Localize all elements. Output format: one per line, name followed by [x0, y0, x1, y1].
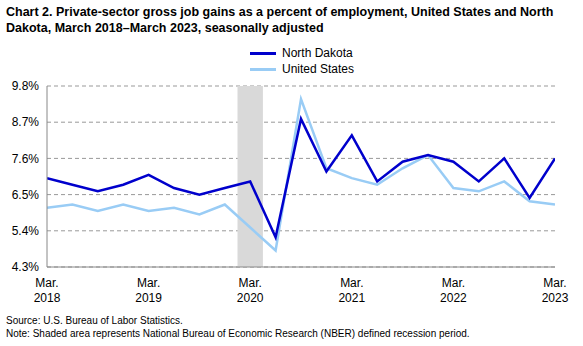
svg-text:6.5%: 6.5% [12, 188, 40, 202]
html-text:North Dakota: North Dakota [282, 46, 353, 60]
svg-text:Mar.2020: Mar.2020 [237, 276, 264, 305]
html-text:Source: U.S. Bureau of Labor S: Source: U.S. Bureau of Labor Statistics. [6, 315, 183, 326]
svg-text:Mar.2023: Mar.2023 [542, 276, 569, 305]
svg-text:Mar.2018: Mar.2018 [34, 276, 61, 305]
svg-text:5.4%: 5.4% [12, 224, 40, 238]
svg-text:7.6%: 7.6% [12, 152, 40, 166]
html-text:United States: United States [282, 62, 354, 76]
svg-text:4.3%: 4.3% [12, 260, 40, 274]
html-text:Chart 2. Private-sector gross: Chart 2. Private-sector gross job gains … [6, 5, 554, 35]
html-text:Note: Shaded area represents N: Note: Shaded area represents National Bu… [6, 328, 470, 339]
svg-text:Mar.2021: Mar.2021 [338, 276, 365, 305]
svg-text:Mar.2022: Mar.2022 [440, 276, 467, 305]
svg-text:Mar.2019: Mar.2019 [135, 276, 162, 305]
svg-text:8.7%: 8.7% [12, 115, 40, 129]
svg-text:9.8%: 9.8% [12, 79, 40, 93]
